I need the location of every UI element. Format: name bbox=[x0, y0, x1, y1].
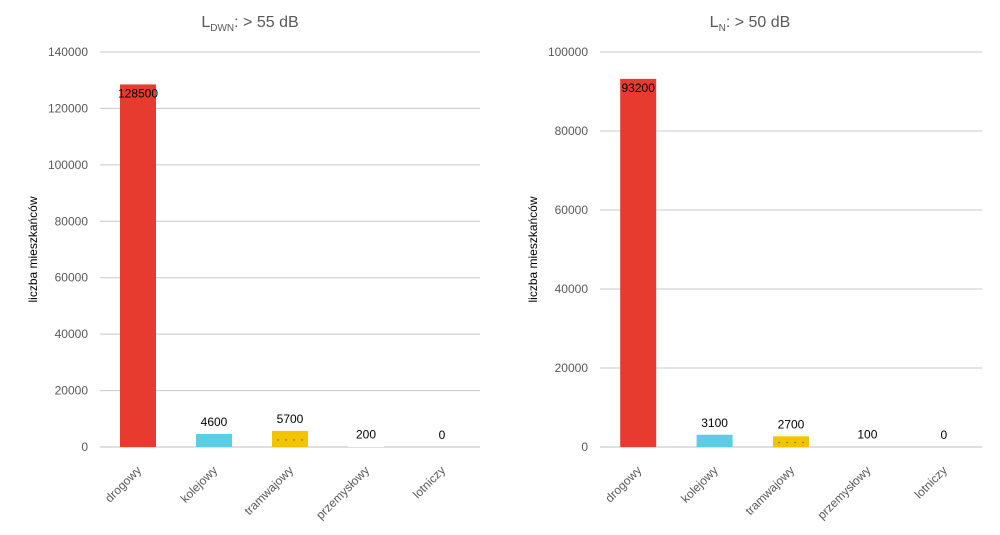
chart-left: LDWN: > 55 dB 0 20000 40000 60000 80000 100000… bbox=[26, 14, 480, 522]
data-label: 5700 bbox=[277, 412, 304, 426]
data-label: 0 bbox=[940, 428, 947, 442]
bar-drogowy bbox=[620, 78, 657, 448]
category-label: lotniczy bbox=[410, 463, 448, 501]
y-tick-label: 80000 bbox=[55, 214, 89, 228]
y-tick-label: 140000 bbox=[48, 45, 88, 59]
bar-kolejowy bbox=[696, 434, 733, 447]
chart-title-subscript: N bbox=[719, 23, 726, 34]
chart-title: LDWN: > 55 dB bbox=[201, 14, 298, 34]
y-tick-label: 120000 bbox=[48, 101, 88, 115]
data-label: 3100 bbox=[701, 416, 728, 430]
bar-przemysłowy bbox=[348, 446, 384, 447]
y-axis-label: liczba mieszkańców bbox=[526, 196, 540, 302]
category-label: kolejowy bbox=[678, 463, 720, 505]
bar-texture-dot bbox=[277, 439, 279, 441]
y-tick-label: 20000 bbox=[555, 361, 589, 375]
bar-kolejowy bbox=[196, 434, 232, 447]
data-label: 0 bbox=[439, 428, 446, 442]
y-tick-label: 100000 bbox=[48, 158, 88, 172]
chart-title-rest: : > 55 dB bbox=[234, 14, 299, 31]
bar-texture-dot bbox=[301, 439, 303, 441]
y-tick-label: 40000 bbox=[555, 282, 589, 296]
y-tick-label: 20000 bbox=[55, 384, 89, 398]
data-label: 2700 bbox=[778, 417, 805, 431]
bar-tramwajowy bbox=[773, 436, 809, 447]
chart-title-main: L bbox=[710, 14, 719, 31]
category-label: drogowy bbox=[102, 463, 144, 505]
chart-title: LN: > 50 dB bbox=[710, 14, 791, 34]
category-label: tramwajowy bbox=[241, 463, 296, 518]
bar-texture-dot bbox=[285, 439, 287, 441]
category-label: lotniczy bbox=[912, 463, 950, 501]
category-label: drogowy bbox=[602, 463, 644, 505]
category-label: tramwajowy bbox=[742, 463, 797, 518]
y-axis-label: liczba mieszkańców bbox=[26, 196, 40, 302]
data-label: 93200 bbox=[622, 81, 656, 95]
data-label: 200 bbox=[356, 427, 376, 441]
chart-title-subscript: DWN bbox=[210, 23, 234, 34]
chart-title-main: L bbox=[201, 14, 210, 31]
category-label: przemysłowy bbox=[815, 463, 874, 522]
bar-texture-dot bbox=[293, 439, 295, 441]
y-tick-label: 80000 bbox=[555, 124, 589, 138]
data-label: 100 bbox=[857, 428, 877, 442]
y-tick-label: 0 bbox=[581, 440, 588, 454]
bar-drogowy bbox=[120, 84, 156, 448]
bar-texture-dot bbox=[786, 441, 788, 444]
data-label: 128500 bbox=[118, 86, 158, 100]
y-tick-label: 40000 bbox=[55, 327, 89, 341]
y-tick-label: 60000 bbox=[55, 271, 89, 285]
y-tick-label: 0 bbox=[81, 440, 88, 454]
category-label: przemysłowy bbox=[313, 463, 372, 522]
chart-right: LN: > 50 dB 0 20000 40000 60000 80000 100000 li… bbox=[526, 14, 982, 522]
category-label: kolejowy bbox=[178, 463, 220, 505]
y-tick-label: 100000 bbox=[548, 45, 588, 59]
bar-texture-dot bbox=[778, 441, 780, 444]
bar-tramwajowy bbox=[272, 430, 308, 447]
chart-title-rest: : > 50 dB bbox=[726, 14, 791, 31]
data-label: 4600 bbox=[201, 415, 228, 429]
y-tick-label: 60000 bbox=[555, 203, 589, 217]
bar-texture-dot bbox=[802, 441, 804, 444]
bar-texture-dot bbox=[794, 441, 796, 444]
